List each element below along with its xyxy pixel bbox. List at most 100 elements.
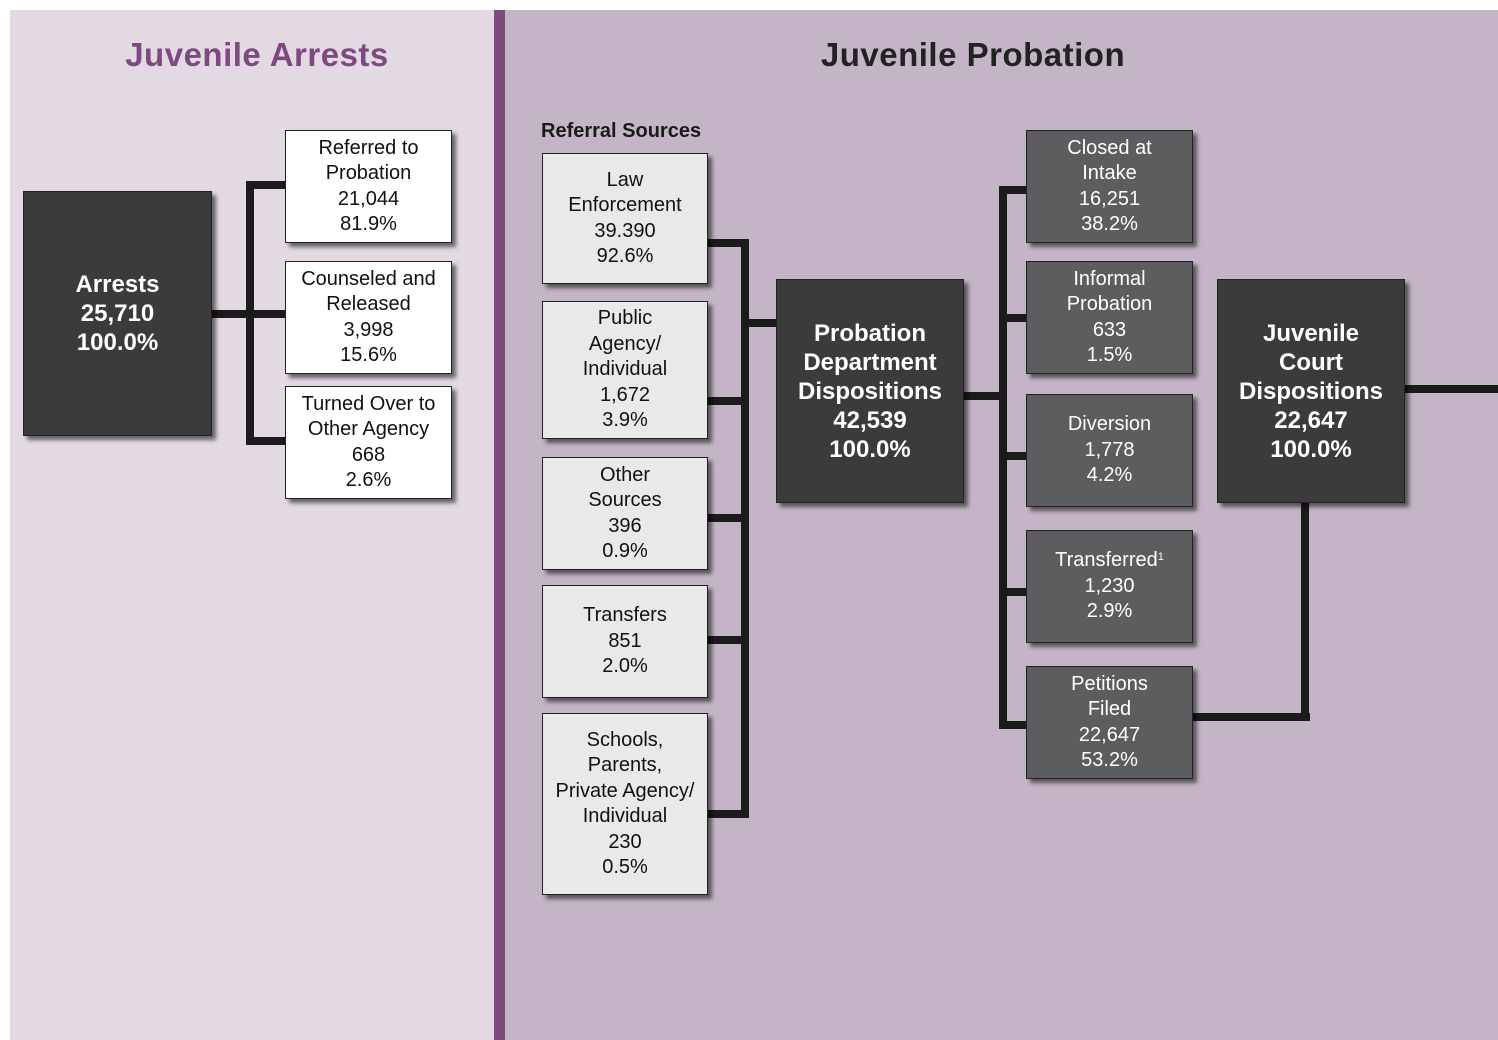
box-label: Law: [606, 168, 644, 191]
connector: [708, 636, 749, 644]
box: Schools, Parents, Private Agency/Individua…: [542, 713, 708, 895]
section-title: Juvenile Arrests: [125, 36, 389, 73]
box-label: Private Agency/: [555, 779, 695, 802]
box-label: Department: [803, 348, 937, 376]
connector: [1193, 713, 1310, 721]
box: Transferred1 1,230 2.9%: [1026, 530, 1193, 643]
box-percent: 100.0%: [829, 435, 911, 463]
box-label: Individual: [582, 358, 668, 381]
connector: [246, 181, 285, 189]
box-label: Intake: [1082, 162, 1137, 184]
box-percent: 15.6%: [340, 344, 397, 366]
connector: [741, 239, 749, 818]
section-title: Juvenile Probation: [820, 36, 1126, 73]
box-count: 16,251: [1078, 187, 1141, 210]
box-count: 851: [608, 629, 642, 652]
connector: [1301, 503, 1309, 721]
box-count: 633: [1092, 318, 1127, 341]
box-count: 230: [608, 830, 642, 853]
box-label: Sources: [588, 489, 662, 511]
box-label: Referred to: [318, 136, 419, 159]
box-label: Other: [599, 463, 651, 486]
box-count: 396: [608, 514, 642, 537]
box-percent: 92.6%: [596, 245, 654, 267]
box-percent: 2.9%: [1086, 600, 1133, 623]
box-count: 22,647: [1078, 723, 1141, 746]
footnote: 1: [1157, 551, 1164, 564]
box-label: Released: [326, 293, 411, 315]
connector: [999, 186, 1026, 194]
box-percent: 38.2%: [1081, 213, 1138, 235]
box-percent: 81.9%: [340, 213, 397, 235]
box-label: Probation: [325, 162, 412, 184]
connector: [999, 721, 1026, 729]
box: Petitions Filed 22,647 53.2%: [1026, 666, 1193, 779]
box: Informal Probation 633 1.5%: [1026, 261, 1193, 374]
box-label: Petitions: [1071, 672, 1148, 695]
box-label: Dispositions: [797, 377, 942, 405]
connector: [999, 588, 1026, 596]
connector: [708, 239, 749, 247]
box-count: 21,044: [337, 187, 400, 210]
box-percent: 100.0%: [76, 329, 159, 356]
box: Turned Over to Other Agency 668 2.6%: [285, 386, 452, 499]
box-percent: 0.5%: [602, 856, 648, 878]
box-count: 1,672: [599, 383, 651, 406]
box-label: Dispositions: [1238, 377, 1383, 405]
box-label: Probation: [1066, 293, 1153, 315]
box-label: Transfers: [583, 604, 667, 627]
box-label: Probation: [814, 319, 926, 347]
connector: [999, 314, 1026, 322]
box-label: Turned Over to: [301, 392, 436, 415]
box: Probation Department Dispositions 42,539 100…: [776, 279, 964, 503]
connector: [708, 514, 749, 522]
box-label: Other Agency: [307, 418, 430, 440]
connector: [212, 310, 254, 318]
box-label: Schools,: [586, 728, 664, 751]
box-count: 1,778: [1084, 438, 1135, 461]
box-count: 3,998: [343, 318, 394, 341]
box-label: Agency/: [588, 332, 662, 355]
connector: [1405, 385, 1498, 393]
box-percent: 4.2%: [1086, 464, 1133, 487]
box-label: Filed: [1087, 698, 1132, 720]
box: Public Agency/Individual 1,672 3.9%: [542, 301, 708, 439]
box-label: Informal: [1073, 267, 1146, 290]
box-label: Diversion: [1067, 413, 1152, 436]
box: Law Enforcement 39.390 92.6%: [542, 153, 708, 284]
box-label: Enforcement: [568, 194, 682, 216]
box-percent: 0.9%: [602, 540, 648, 562]
box-count: 1,230: [1084, 574, 1135, 597]
box-label: Counseled and: [301, 267, 436, 290]
box: Referred to Probation 21,044 81.9%: [285, 130, 452, 243]
box-percent: 100.0%: [1270, 435, 1352, 463]
box-percent: 53.2%: [1081, 749, 1138, 771]
box-count: 668: [351, 443, 386, 466]
box-percent: 2.0%: [602, 655, 648, 678]
box: Counseled and Released 3,998 15.6%: [285, 261, 452, 374]
connector: [246, 310, 285, 318]
box-count: 39.390: [594, 219, 656, 242]
connector: [246, 437, 285, 445]
box: Arrests 25,710 100.0%: [23, 191, 212, 436]
box-label: Individual: [582, 805, 668, 827]
referral-heading: Referral Sources: [541, 120, 702, 142]
connector: [741, 319, 776, 327]
box-label: Closed at: [1067, 136, 1152, 159]
box-label: Transferred1: [1055, 549, 1164, 572]
divider: [494, 10, 505, 1040]
box-label: Arrests: [75, 271, 160, 298]
box-label: Public: [597, 307, 653, 330]
box-label: Court: [1279, 348, 1343, 376]
box-percent: 3.9%: [602, 409, 648, 432]
box-count: 25,710: [80, 300, 155, 327]
box: Juvenile Court Dispositions 22,647 100.0%: [1217, 279, 1405, 503]
box-count: 22,647: [1274, 406, 1348, 434]
box: Closed at Intake 16,251 38.2%: [1026, 130, 1193, 243]
box: Transfers 851 2.0%: [542, 585, 708, 698]
box: Other Sources 396 0.9%: [542, 457, 708, 570]
box: Diversion 1,778 4.2%: [1026, 394, 1193, 507]
connector: [708, 810, 749, 818]
connector: [708, 397, 749, 405]
